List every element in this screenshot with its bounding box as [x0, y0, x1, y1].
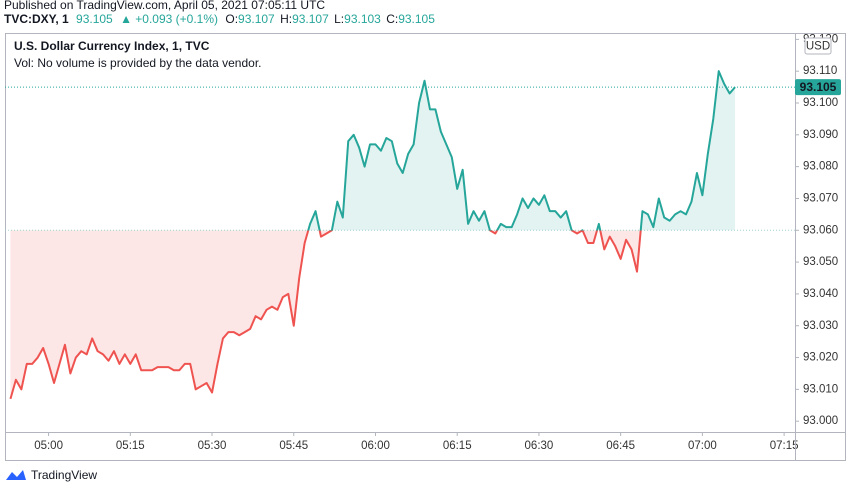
y-tick-label: 93.110 — [803, 65, 837, 77]
y-tick-label: 93.010 — [803, 383, 838, 395]
area — [10, 71, 736, 399]
chart-subtitle: Vol: No volume is provided by the data v… — [14, 56, 261, 70]
ohlc-value: 93.103 — [344, 12, 381, 26]
x-tick-label: 05:45 — [279, 440, 308, 452]
last-price-box — [795, 79, 841, 96]
ohlc-label: H: — [280, 12, 292, 26]
x-tick-label: 07:00 — [688, 440, 717, 452]
x-tick-label: 05:00 — [34, 440, 63, 452]
y-tick-label: 93.080 — [803, 161, 838, 173]
y-tick-label: 93.070 — [803, 192, 838, 204]
last-price-label: 93.105 — [800, 80, 837, 94]
published-note: Published on TradingView.com, April 05, … — [4, 0, 325, 12]
x-tick-label: 05:30 — [198, 440, 227, 452]
price-line — [9, 70, 736, 400]
ohlc-value: 93.107 — [292, 12, 329, 26]
ohlc-label: L: — [334, 12, 344, 26]
y-tick-label: 93.030 — [803, 320, 838, 332]
price: 93.105 — [76, 12, 113, 26]
y-tick-label: 93.090 — [803, 129, 838, 141]
ohlc-label: C: — [386, 12, 398, 26]
currency-box — [804, 37, 832, 55]
chart-title: U.S. Dollar Currency Index, 1, TVC — [14, 39, 210, 53]
brand-logo — [6, 470, 26, 480]
brand-name: TradingView — [31, 468, 97, 482]
x-tick-label: 07:15 — [770, 440, 799, 452]
currency-label: USD — [806, 41, 830, 53]
x-tick-label: 06:30 — [525, 440, 554, 452]
change: ▲ +0.093 (+0.1%) — [120, 12, 218, 26]
ohlc-value: 93.107 — [238, 12, 275, 26]
y-tick-label: 93.100 — [803, 97, 838, 109]
brand: TradingView — [6, 468, 97, 482]
x-tick-label: 06:00 — [361, 440, 390, 452]
symbol-line: TVC:DXY, 1 93.105 ▲ +0.093 (+0.1%) O:93.… — [4, 12, 435, 26]
x-tick-label: 06:45 — [606, 440, 635, 452]
ohlc-value: 93.105 — [398, 12, 435, 26]
y-tick-label: 93.000 — [803, 415, 838, 427]
plot-area — [5, 70, 795, 400]
x-tick-label: 06:15 — [443, 440, 472, 452]
y-tick-label: 93.050 — [803, 256, 838, 268]
x-tick-label: 05:15 — [116, 440, 145, 452]
overlays: 93.105 USD — [795, 37, 841, 96]
symbol: TVC:DXY, 1 — [4, 12, 69, 26]
y-tick-label: 93.060 — [803, 224, 838, 236]
y-tick-label: 93.040 — [803, 288, 838, 300]
ohlc-label: O: — [225, 12, 238, 26]
y-tick-label: 93.020 — [803, 352, 838, 364]
